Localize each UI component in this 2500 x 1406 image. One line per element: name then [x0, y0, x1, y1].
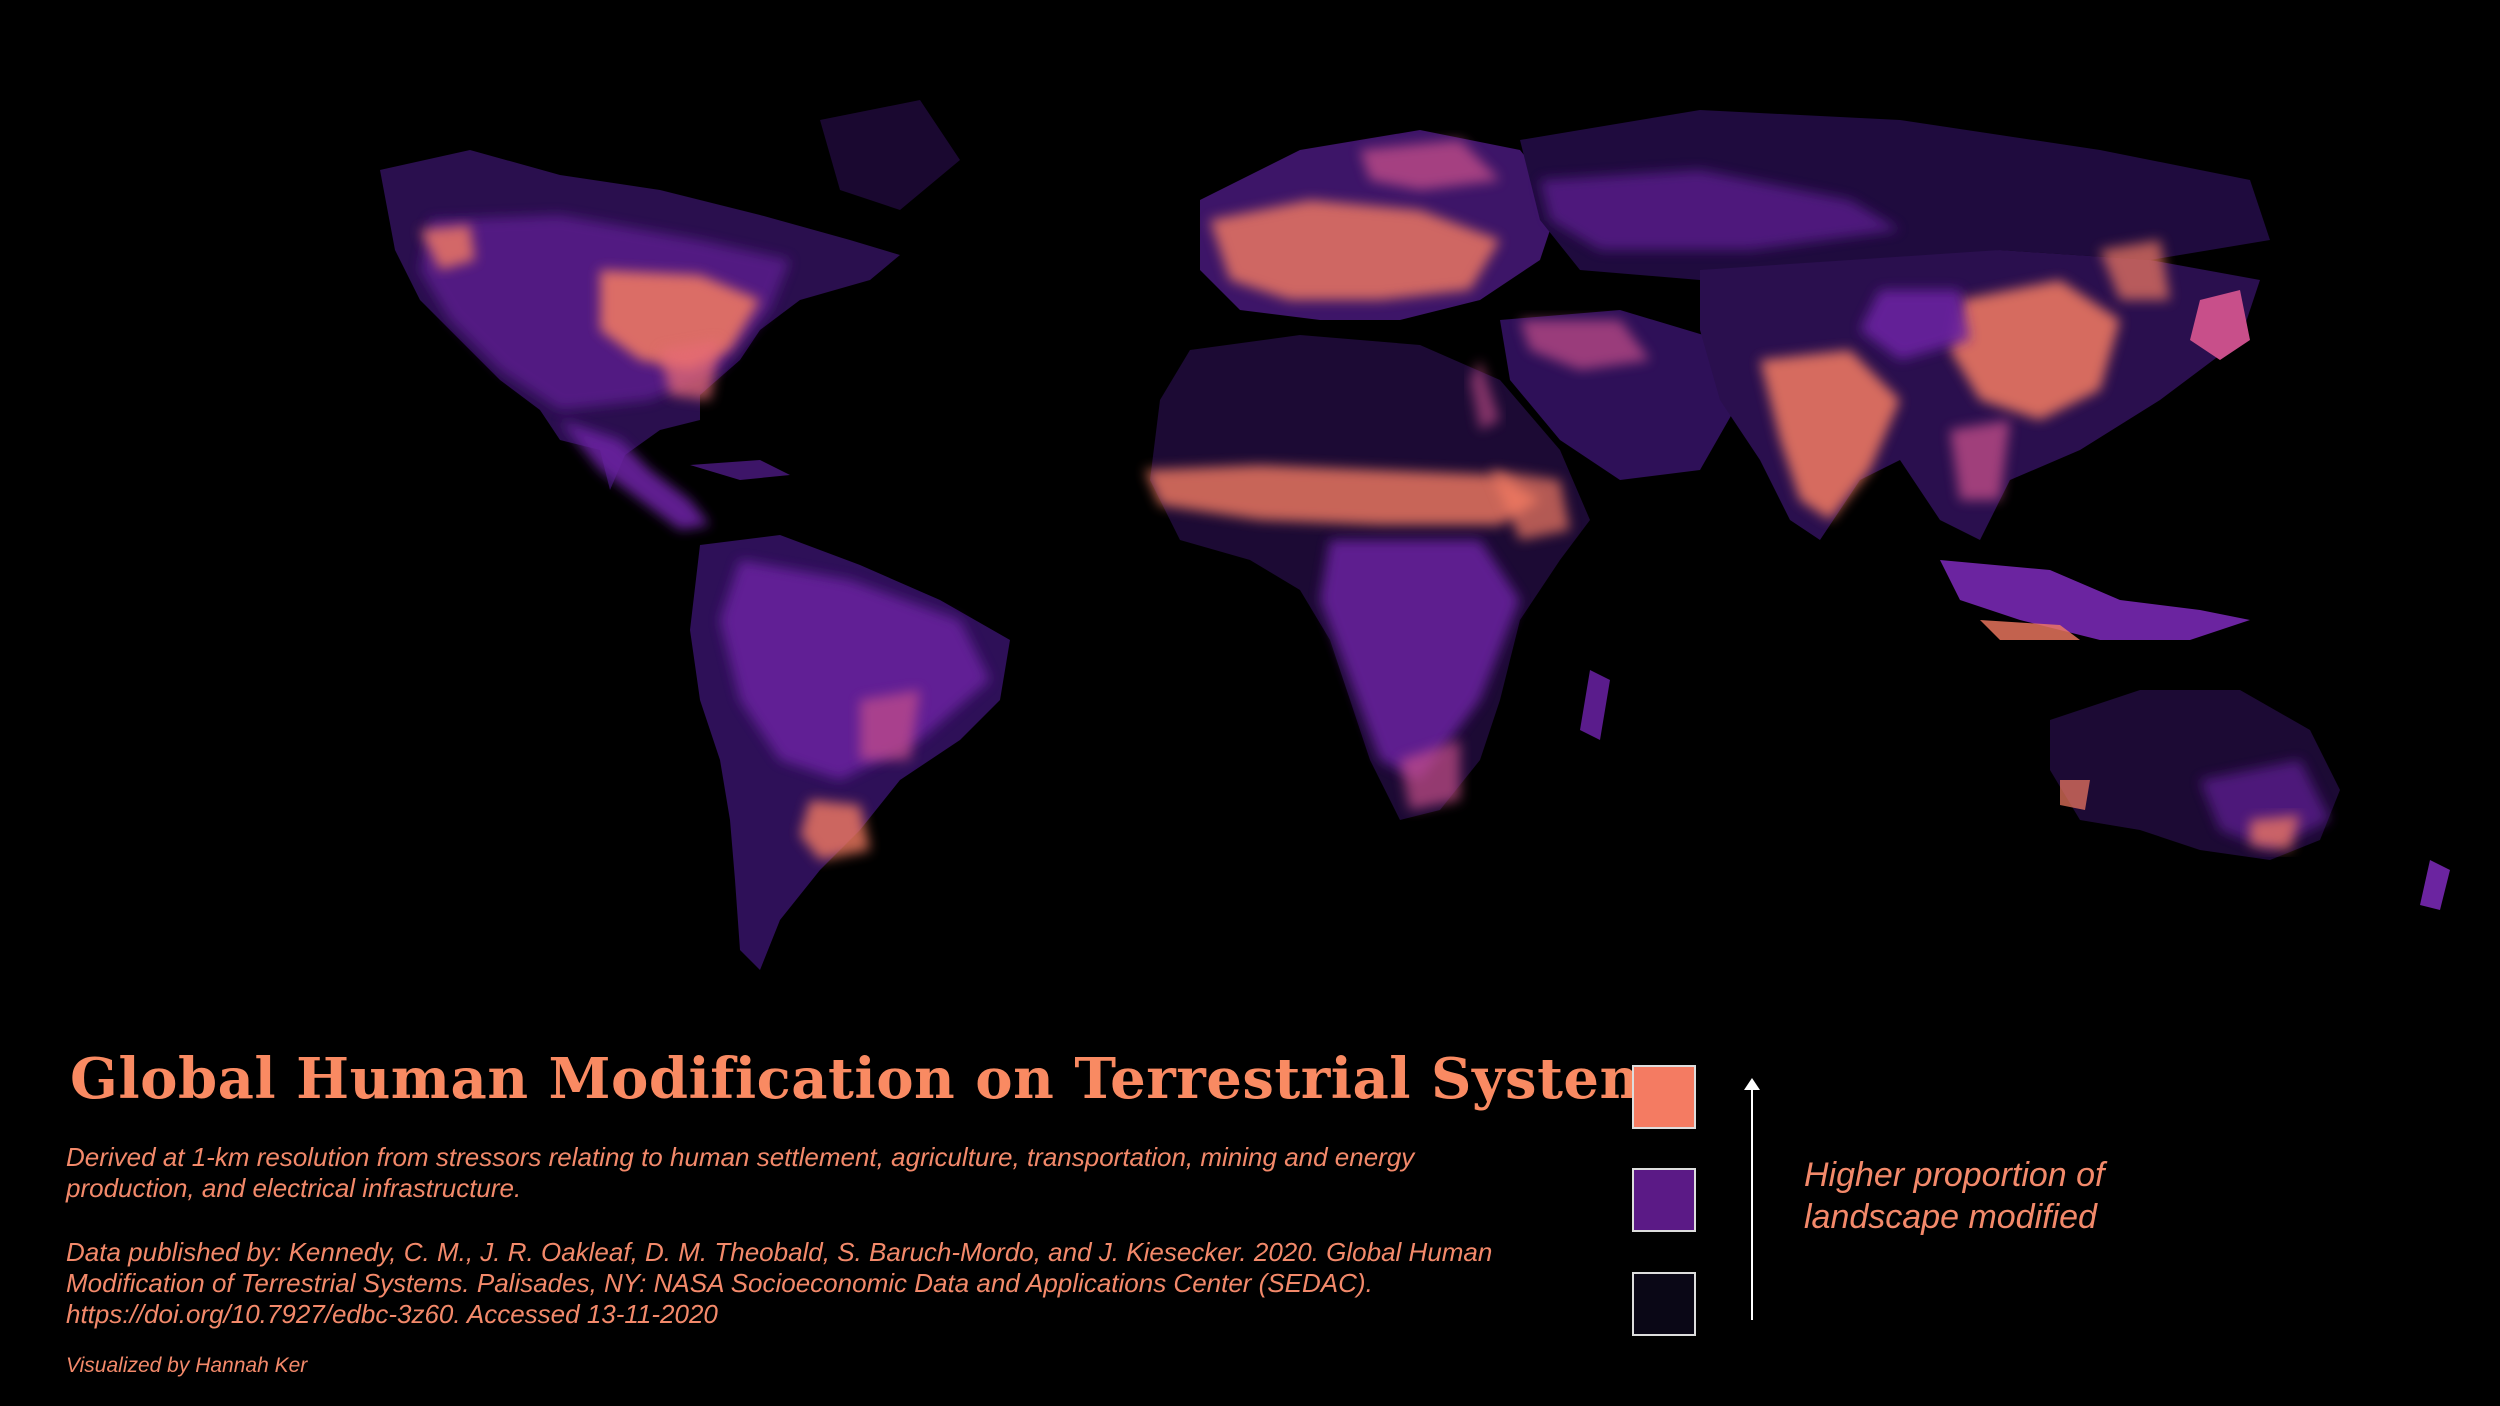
indonesia [1940, 560, 2250, 640]
europe [1200, 130, 1560, 320]
map-title: Global Human Modification on Terrestrial… [70, 1046, 1692, 1112]
legend-arrow-line [1751, 1080, 1753, 1320]
legend-swatch-medium [1632, 1168, 1696, 1232]
middle-east [1500, 310, 1740, 480]
australia [2050, 690, 2340, 860]
map-description: Derived at 1-km resolution from stressor… [66, 1142, 1415, 1203]
legend-swatch-low [1632, 1272, 1696, 1336]
africa [1145, 335, 1590, 820]
new-zealand [2420, 860, 2450, 910]
legend-swatch-high [1632, 1065, 1696, 1129]
madagascar [1580, 670, 1610, 740]
legend-label: Higher proportion of landscape modified [1804, 1156, 2105, 1236]
south-america [690, 535, 1010, 970]
japan [2190, 290, 2250, 360]
greenland [820, 100, 960, 210]
data-citation: Data published by: Kennedy, C. M., J. R.… [66, 1237, 1493, 1329]
visualization-credit: Visualized by Hannah Ker [66, 1354, 308, 1377]
north-america [380, 150, 900, 530]
asia [1700, 240, 2260, 540]
